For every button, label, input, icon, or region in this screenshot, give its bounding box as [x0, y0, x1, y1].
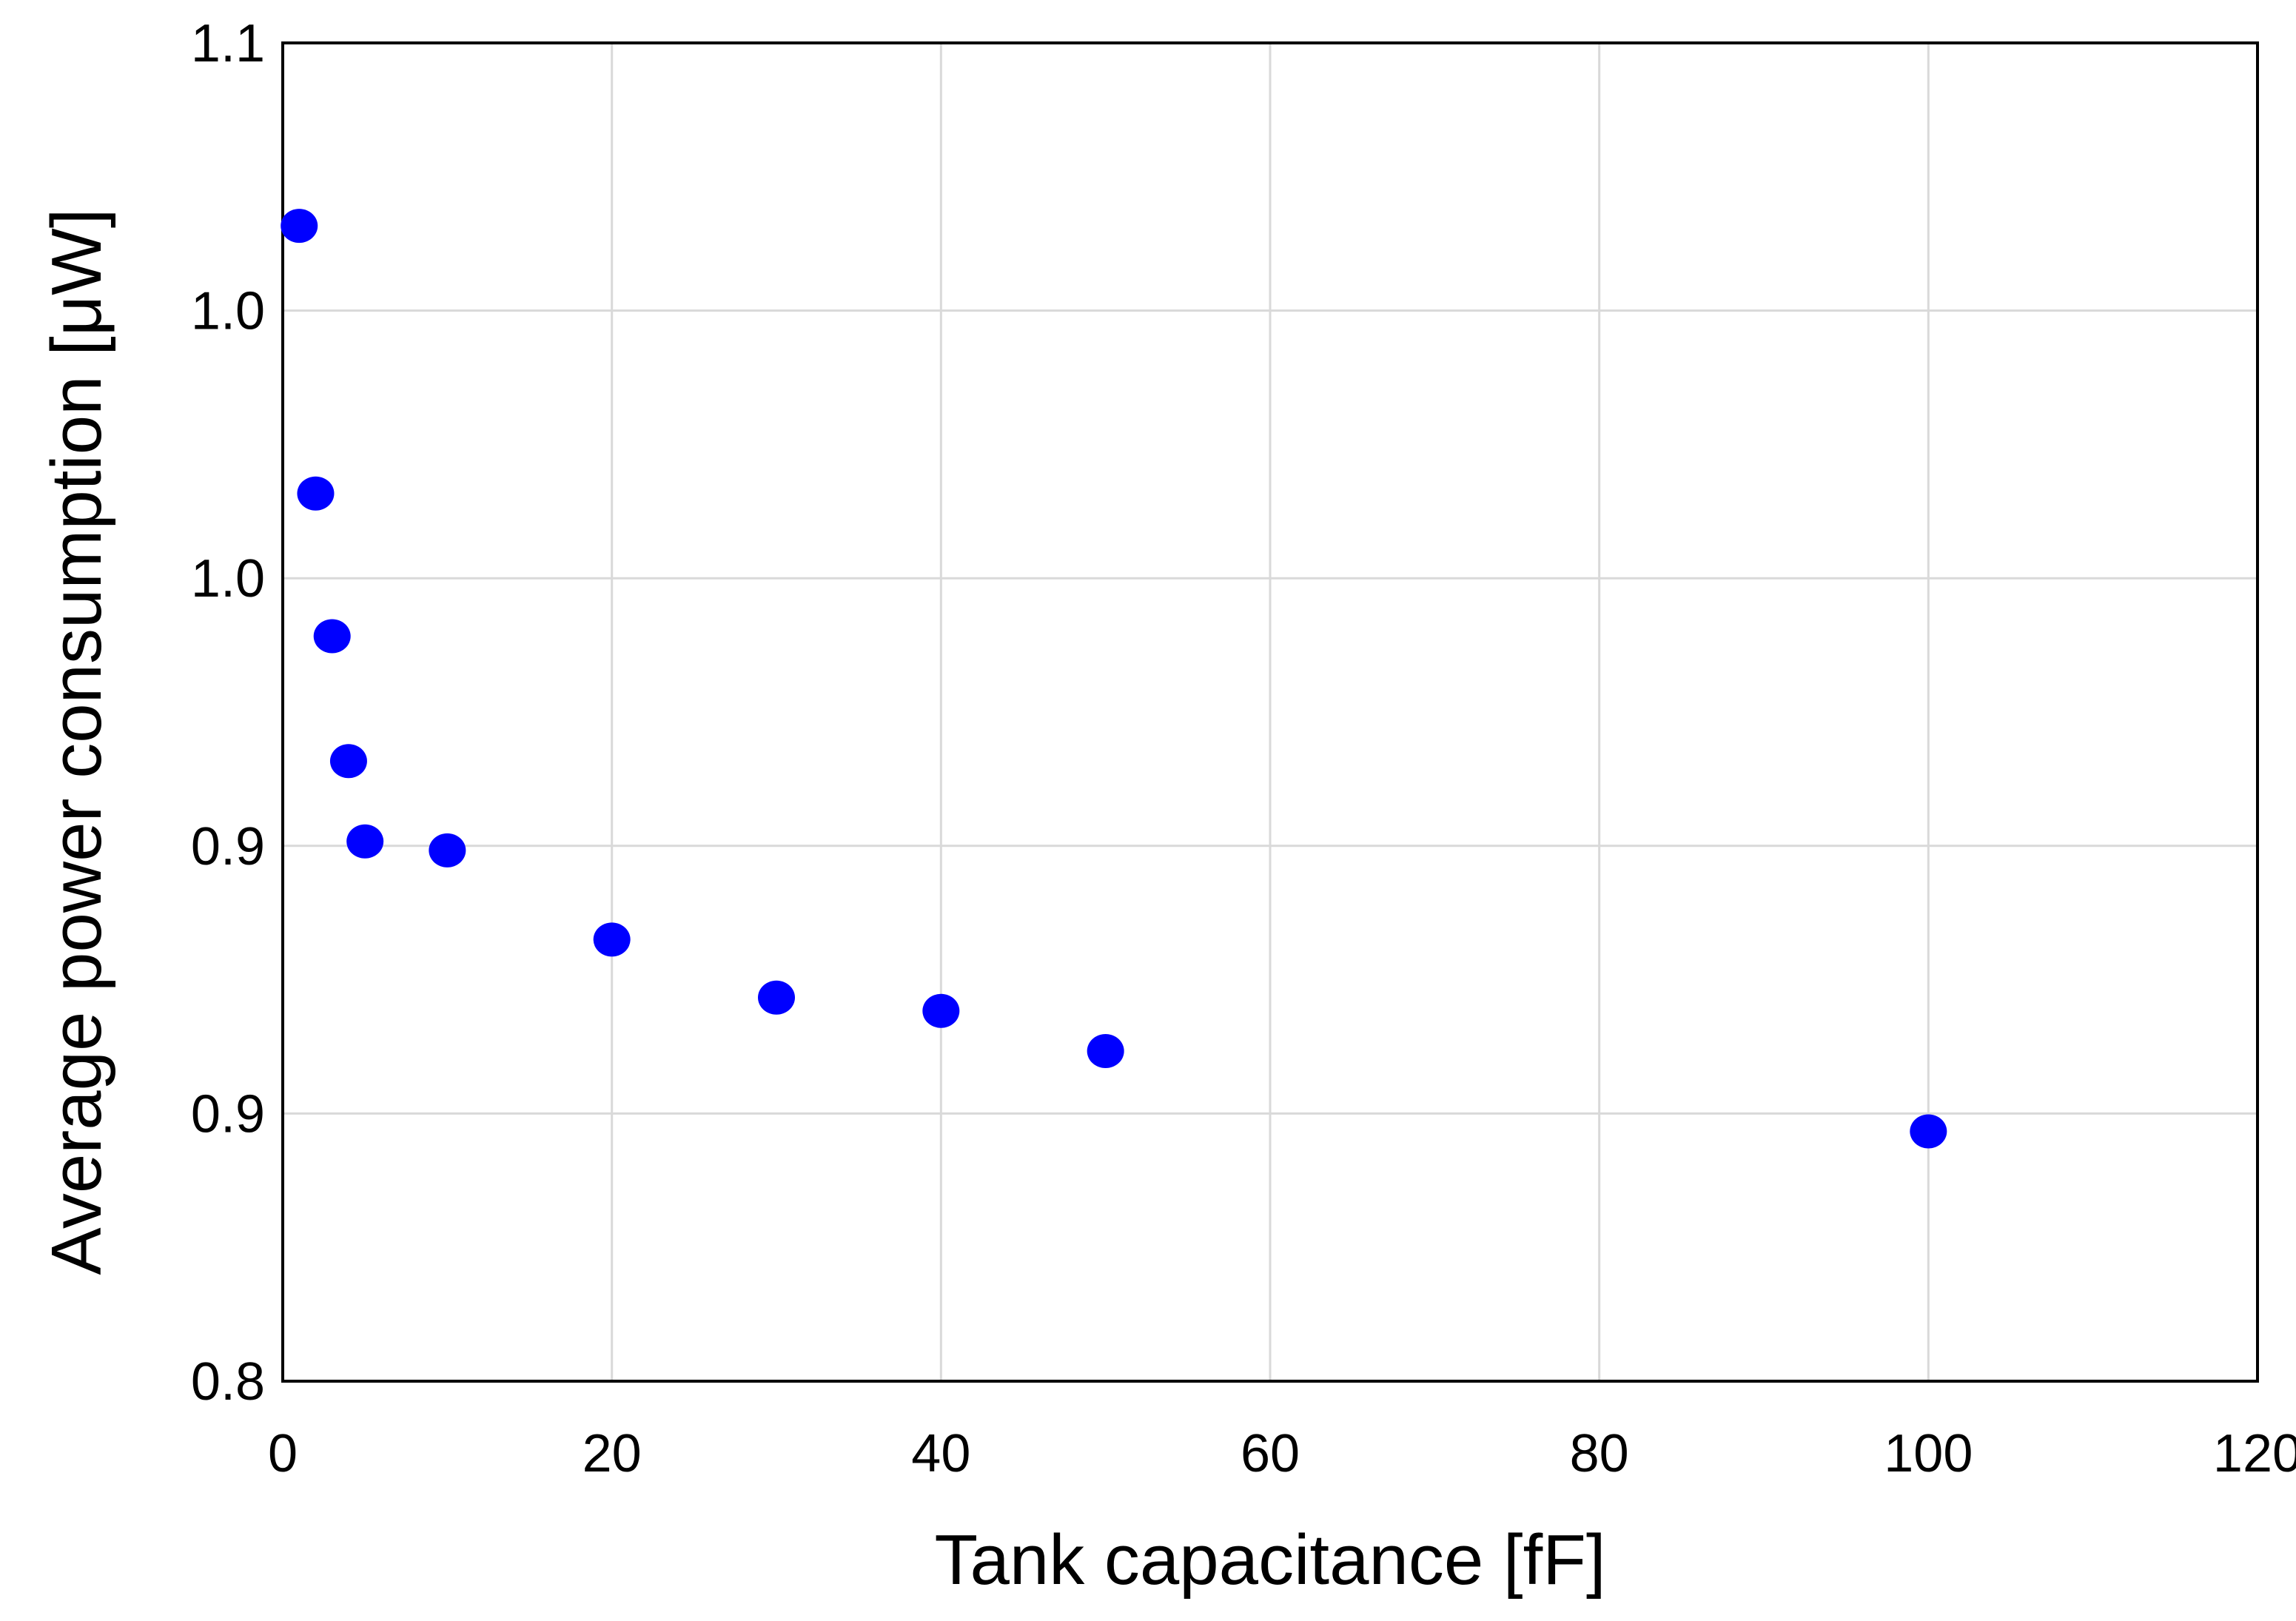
y-tick-label: 0.9 [191, 817, 265, 876]
x-tick-label: 20 [583, 1424, 642, 1483]
data-point [922, 993, 960, 1028]
data-point [346, 824, 384, 859]
data-point [1910, 1114, 1947, 1149]
y-axis-title: Average power consumption [μW] [37, 209, 116, 1275]
data-point [281, 209, 318, 244]
data-point [297, 476, 335, 511]
plot-area-frame [281, 41, 2259, 1383]
x-tick-label: 120 [2213, 1424, 2296, 1483]
data-points [281, 209, 1947, 1149]
data-point [429, 833, 466, 867]
x-axis-title: Tank capacitance [fF] [934, 1520, 1605, 1600]
vertical-gridlines [611, 43, 1930, 1381]
x-tick-label: 60 [1241, 1424, 1300, 1483]
x-tick-label: 40 [911, 1424, 970, 1483]
data-point [313, 619, 351, 654]
x-axis-tick-labels: 0 20 40 60 80 100 120 [268, 1424, 2296, 1483]
y-axis-tick-labels: 0.8 0.9 0.9 1.0 1.0 1.1 [191, 14, 265, 1412]
data-point [1087, 1034, 1124, 1069]
y-tick-label: 1.0 [191, 549, 265, 608]
y-tick-label: 1.0 [191, 282, 265, 341]
x-tick-label: 0 [268, 1424, 298, 1483]
x-tick-label: 100 [1884, 1424, 1973, 1483]
data-point [329, 744, 367, 779]
horizontal-gridlines [283, 309, 2258, 1115]
y-tick-label: 1.1 [191, 14, 265, 73]
data-point [758, 980, 795, 1015]
data-point [593, 922, 631, 957]
y-tick-label: 0.9 [191, 1084, 265, 1144]
y-tick-label: 0.8 [191, 1352, 265, 1412]
x-tick-label: 80 [1570, 1424, 1629, 1483]
